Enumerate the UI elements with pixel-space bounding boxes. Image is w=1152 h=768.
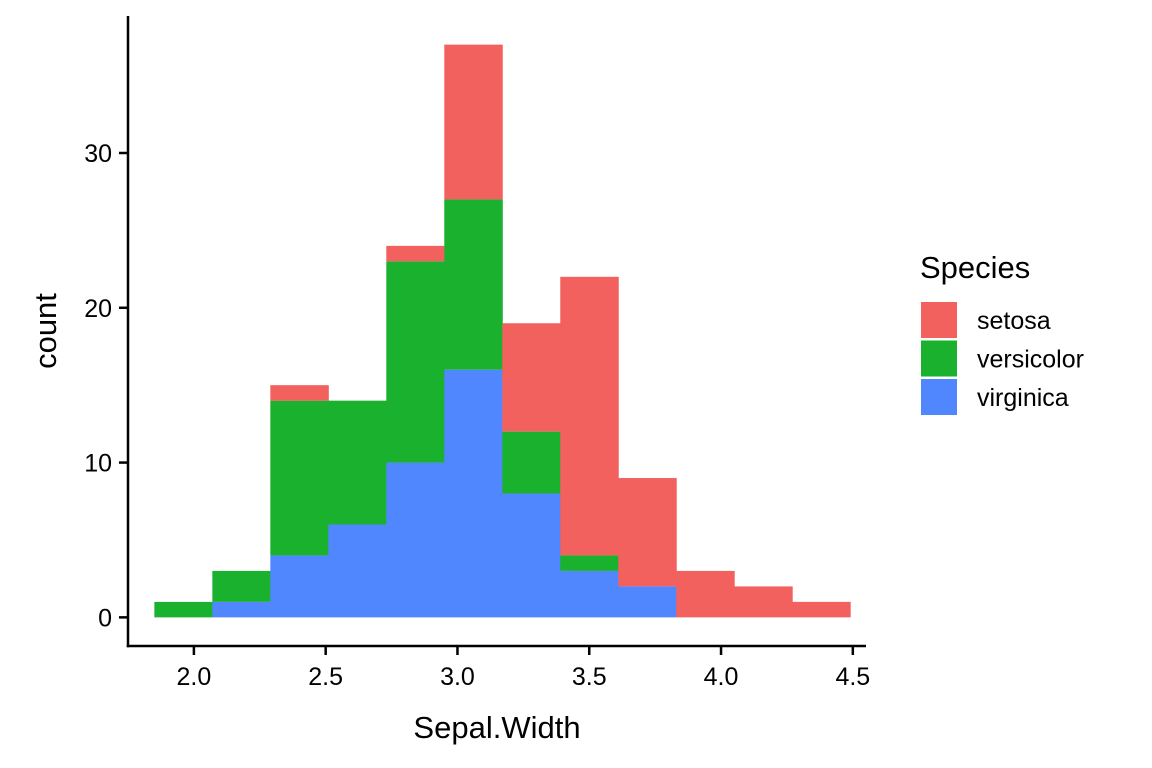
bar-versicolor-bin-6 [444, 199, 503, 370]
bar-setosa-bin-9 [618, 478, 677, 587]
bar-virginica-bin-9 [618, 586, 677, 618]
bar-versicolor-bin-7 [502, 431, 561, 494]
bar-virginica-bin-4 [328, 524, 387, 618]
legend-title: Species [920, 250, 1030, 285]
bar-setosa-bin-3 [270, 385, 329, 401]
legend-label-setosa: setosa [977, 307, 1051, 335]
legend-label-versicolor: versicolor [977, 346, 1084, 374]
bar-versicolor-bin-8 [560, 555, 619, 571]
x-tick-label: 4.0 [704, 663, 739, 691]
bar-versicolor-bin-2 [212, 570, 271, 602]
bar-versicolor-bin-4 [328, 400, 387, 525]
legend-key-setosa [921, 302, 957, 338]
legend-key-versicolor [921, 340, 957, 377]
bar-setosa-bin-12 [792, 601, 851, 618]
x-tick-label: 3.0 [440, 663, 475, 691]
bar-virginica-bin-6 [444, 369, 503, 618]
y-tick-label: 30 [84, 140, 112, 168]
x-ticks: 2.0 2.5 3.0 3.5 4.0 4.5 [177, 646, 870, 691]
x-tick-label: 3.5 [572, 663, 607, 691]
bar-versicolor-bin-1 [154, 601, 213, 618]
bar-virginica-bin-5 [386, 462, 445, 618]
y-ticks: 0 10 20 30 [84, 140, 128, 632]
bar-setosa-bin-11 [734, 586, 793, 618]
y-tick-label: 10 [84, 450, 112, 478]
bar-setosa-bin-6 [444, 44, 503, 200]
bar-setosa-bin-5 [386, 245, 445, 262]
legend-items: setosa versicolor virginica [921, 302, 1084, 415]
x-tick-label: 2.5 [308, 663, 343, 691]
bars-layer [154, 44, 851, 618]
bar-virginica-bin-2 [212, 601, 271, 618]
legend-label-virginica: virginica [977, 384, 1069, 412]
bar-virginica-bin-8 [560, 570, 619, 618]
bar-versicolor-bin-3 [270, 400, 329, 556]
y-axis-title: count [28, 293, 63, 369]
y-tick-label: 0 [98, 604, 112, 632]
bar-setosa-bin-8 [560, 276, 619, 556]
legend-key-virginica [921, 379, 957, 415]
y-tick-label: 20 [84, 295, 112, 323]
x-tick-label: 4.5 [835, 663, 870, 691]
bar-virginica-bin-3 [270, 555, 329, 618]
bar-virginica-bin-7 [502, 493, 561, 618]
bar-versicolor-bin-5 [386, 261, 445, 463]
x-tick-label: 2.0 [177, 663, 212, 691]
x-axis-title: Sepal.Width [413, 710, 580, 745]
legend: Species setosa versicolor virginica [920, 250, 1084, 415]
bar-setosa-bin-7 [502, 323, 561, 432]
axes-layer [126, 16, 866, 648]
bar-setosa-bin-10 [676, 570, 735, 618]
